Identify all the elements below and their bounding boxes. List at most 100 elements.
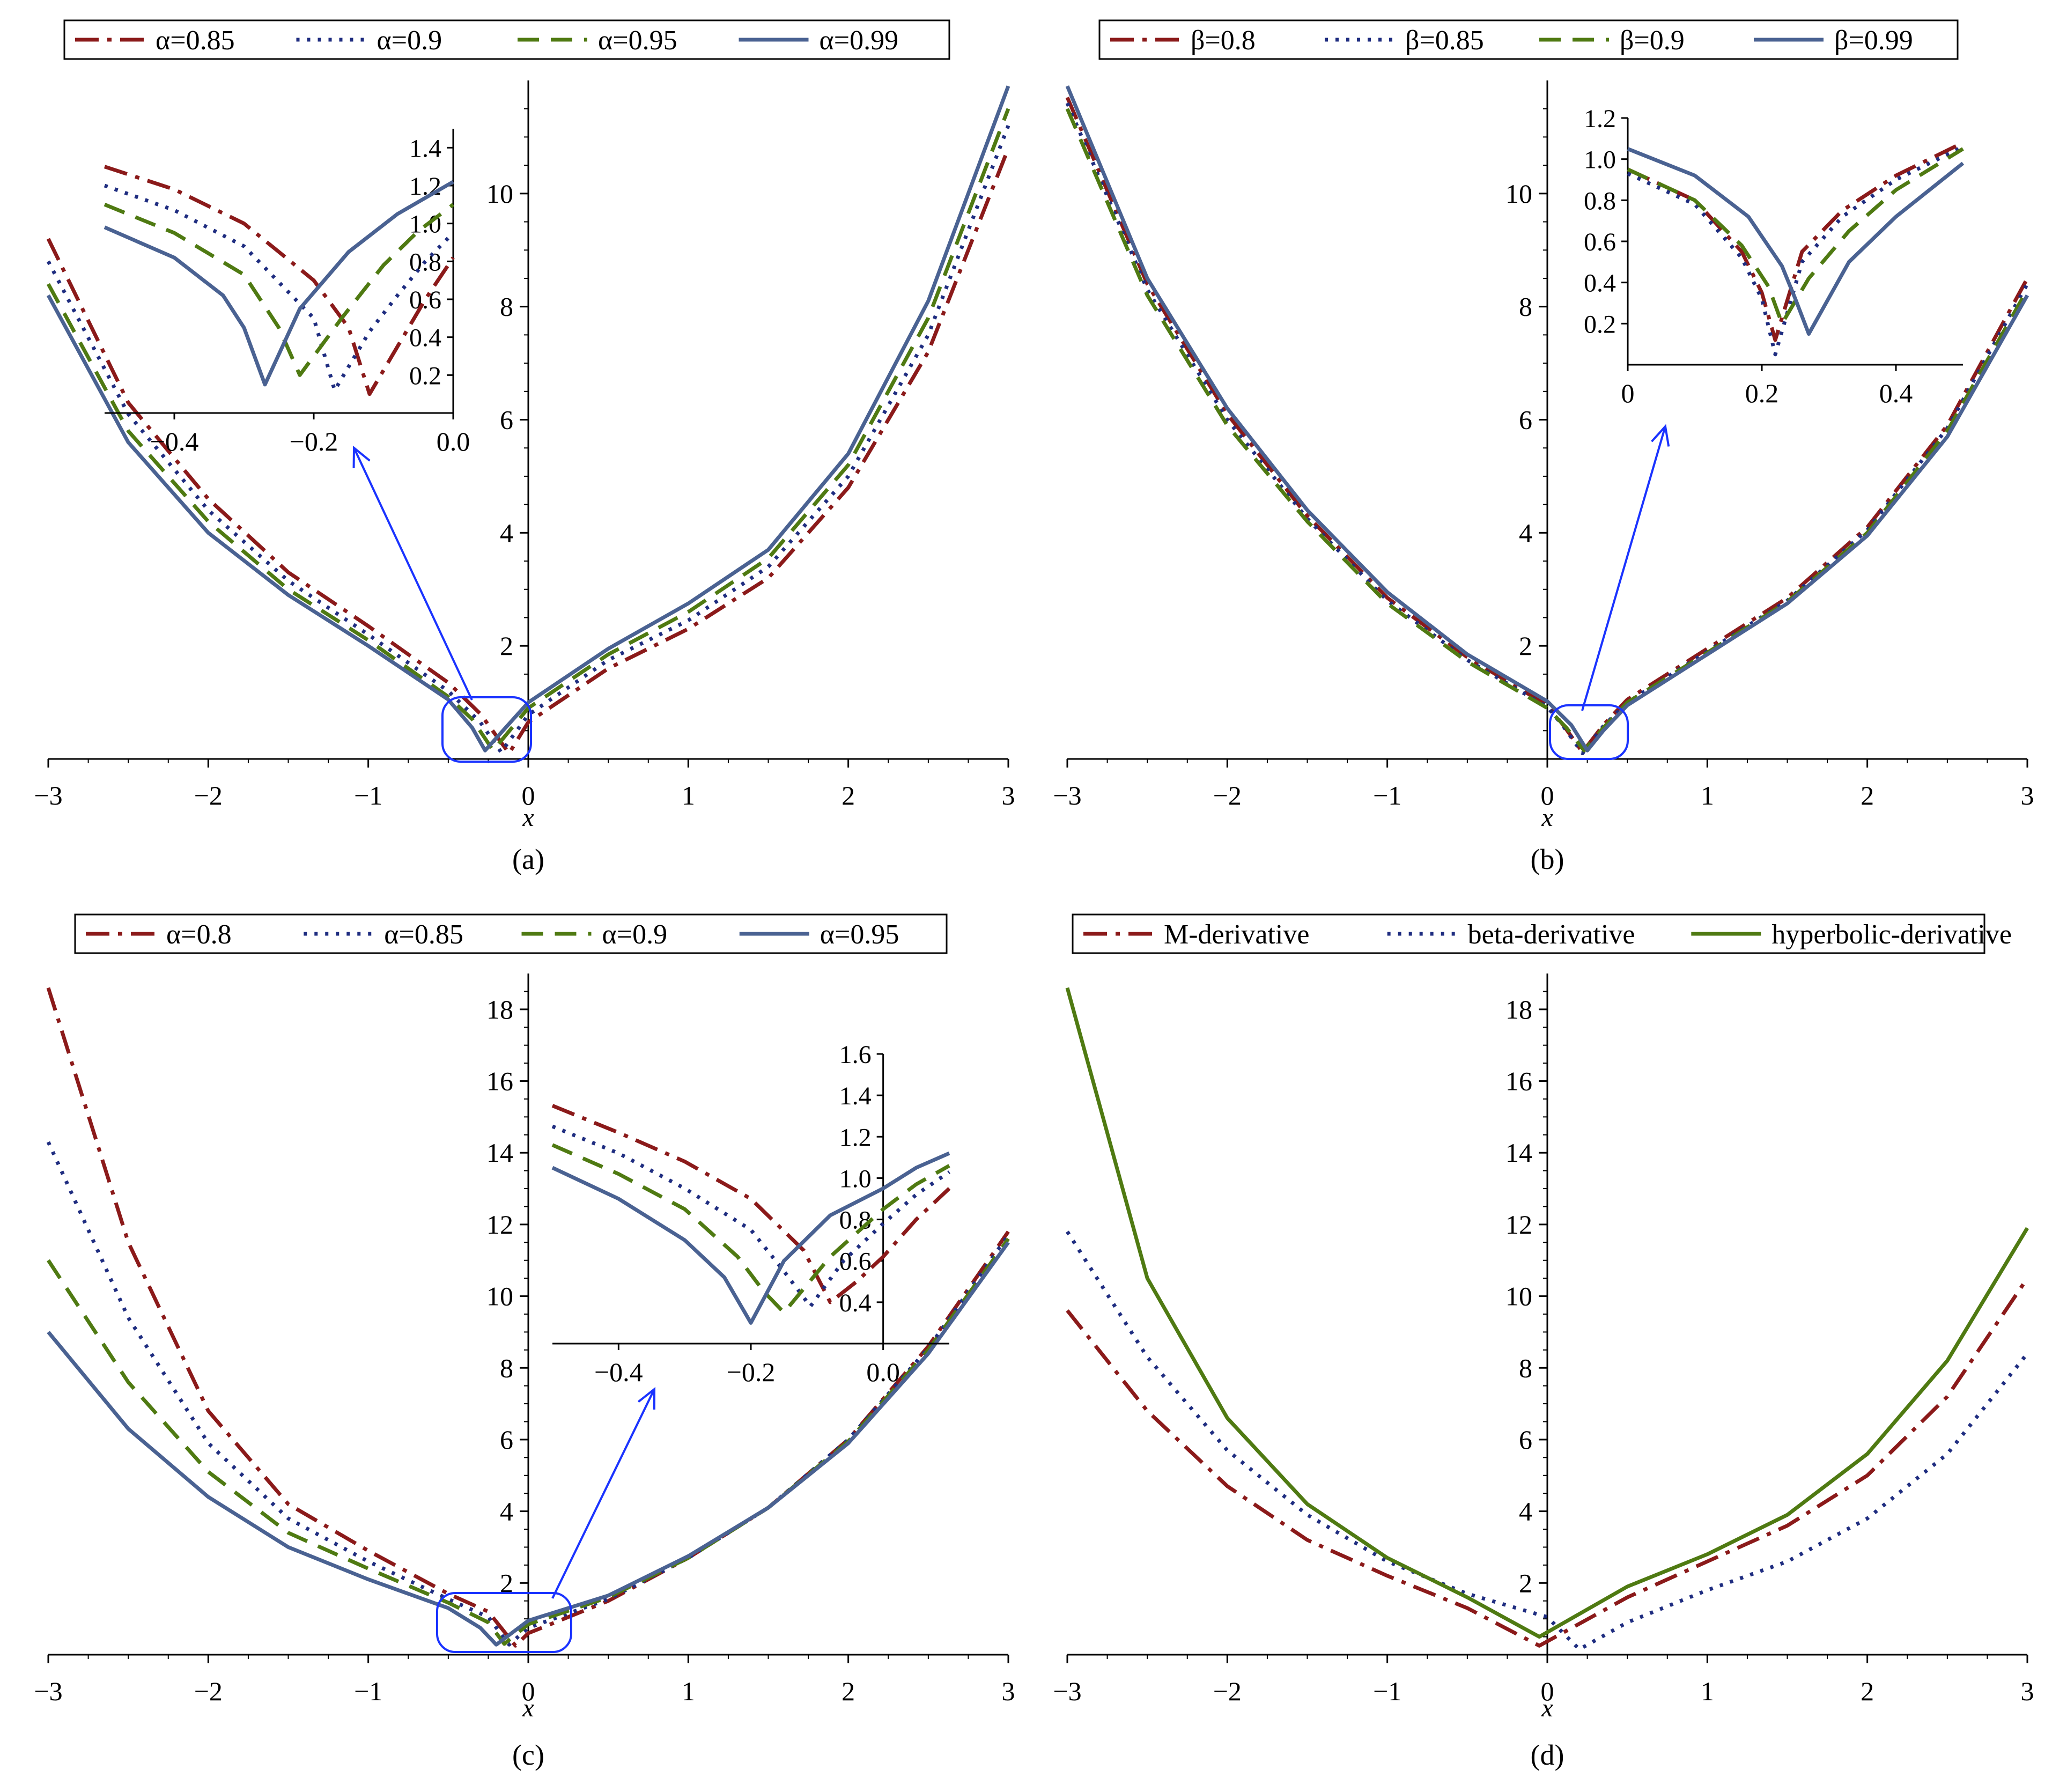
x-tick-label-b: 2 <box>1861 780 1874 810</box>
x-tick-label-d: −1 <box>1373 1676 1401 1706</box>
x-axis-label-a: x <box>522 803 534 832</box>
x-tick-label-d: −2 <box>1213 1676 1242 1706</box>
y-tick-label-a: 6 <box>500 405 513 435</box>
x-tick-label-b: −2 <box>1213 780 1242 810</box>
x-tick-label-c: 0 <box>522 1676 535 1706</box>
x-tick-label-a: 2 <box>842 780 855 810</box>
y-tick-label-d: 6 <box>1519 1425 1532 1455</box>
legend-label-a-2: α=0.95 <box>598 25 677 56</box>
x-tick-label-a: 0 <box>522 780 535 810</box>
inset-y-tick-label-b: 0.4 <box>1584 269 1616 298</box>
series-line-a-1 <box>46 125 1010 754</box>
y-tick-label-d: 2 <box>1519 1568 1532 1598</box>
y-tick-label-b: 6 <box>1519 405 1532 435</box>
x-axis-label-d: x <box>1541 1694 1553 1722</box>
x-tick-label-a: −2 <box>194 780 223 810</box>
inset-y-tick-label-b: 1.0 <box>1584 146 1616 174</box>
x-tick-label-b: 1 <box>1701 780 1714 810</box>
series-line-c-3 <box>47 1241 1010 1647</box>
y-tick-label-b: 2 <box>1519 631 1532 661</box>
inset-series-line-b-1 <box>1627 145 1964 357</box>
inset-x-tick-label-a: −0.2 <box>290 426 338 456</box>
inset-y-tick-label-a: 0.2 <box>409 362 441 390</box>
y-tick-label-d: 14 <box>1505 1138 1532 1168</box>
x-tick-label-a: −3 <box>34 780 62 810</box>
y-tick-label-c: 6 <box>500 1425 513 1455</box>
inset-x-tick-label-a: −0.4 <box>150 426 199 456</box>
y-tick-label-b: 8 <box>1519 292 1532 322</box>
zoom-region-box-a <box>441 696 532 763</box>
x-tick-label-d: −3 <box>1053 1676 1081 1706</box>
x-tick-label-c: 2 <box>842 1676 855 1706</box>
zoom-arrow-b <box>1581 426 1666 711</box>
x-tick-label-d: 1 <box>1701 1676 1714 1706</box>
inset-y-tick-label-c: 1.4 <box>839 1082 872 1110</box>
inset-series-line-c-3 <box>551 1151 950 1325</box>
y-tick-label-b: 4 <box>1519 518 1532 548</box>
inset-y-tick-label-b: 0.2 <box>1584 310 1616 338</box>
inset-x-tick-label-c: 0.0 <box>866 1357 900 1387</box>
inset-y-tick-label-c: 0.8 <box>839 1206 872 1235</box>
x-tick-label-d: 2 <box>1861 1676 1874 1706</box>
y-tick-label-d: 16 <box>1505 1066 1532 1096</box>
panel-caption-b: (b) <box>1531 843 1564 875</box>
y-tick-label-a: 4 <box>500 518 513 548</box>
legend-label-b-1: β=0.85 <box>1405 25 1484 56</box>
y-tick-label-d: 18 <box>1505 994 1532 1024</box>
legend-label-a-3: α=0.99 <box>820 25 899 56</box>
inset-series-line-b-0 <box>1627 141 1964 342</box>
series-line-a-0 <box>46 148 1010 755</box>
x-tick-label-b: −3 <box>1053 780 1081 810</box>
inset-x-tick-label-a: 0.0 <box>437 426 470 456</box>
y-tick-label-b: 10 <box>1505 179 1532 209</box>
x-tick-label-a: 3 <box>1002 780 1015 810</box>
inset-x-tick-label-c: −0.2 <box>727 1357 776 1387</box>
x-tick-label-d: 0 <box>1541 1676 1554 1706</box>
x-axis-label-b: x <box>1541 803 1553 832</box>
x-tick-label-b: 3 <box>2021 780 2034 810</box>
legend-label-b-0: β=0.8 <box>1191 25 1256 56</box>
x-tick-label-a: −1 <box>354 780 382 810</box>
y-tick-label-c: 12 <box>486 1210 513 1240</box>
series-line-a-2 <box>46 108 1010 753</box>
y-tick-label-a: 2 <box>500 631 513 661</box>
inset-series-line-c-0 <box>551 1104 951 1304</box>
y-tick-label-a: 10 <box>486 179 513 209</box>
legend-label-c-3: α=0.95 <box>820 919 899 950</box>
inset-series-line-a-0 <box>104 165 455 396</box>
series-line-d-0 <box>1066 1277 2029 1648</box>
inset-y-tick-label-c: 1.2 <box>839 1123 872 1152</box>
legend-label-c-2: α=0.9 <box>602 919 668 950</box>
x-tick-label-c: −1 <box>354 1676 382 1706</box>
y-tick-label-c: 8 <box>500 1353 513 1383</box>
legend-label-d-0: M-derivative <box>1164 919 1309 950</box>
inset-y-tick-label-b: 0.8 <box>1584 187 1616 215</box>
zoom-arrowhead-a <box>352 445 371 469</box>
inset-series-line-b-2 <box>1627 147 1964 326</box>
inset-y-tick-label-c: 1.0 <box>839 1164 872 1193</box>
inset-y-tick-label-a: 1.4 <box>409 134 441 163</box>
series-line-b-3 <box>1065 85 2029 753</box>
inset-series-line-b-3 <box>1627 147 1965 336</box>
zoom-region-box-c <box>436 1592 572 1653</box>
y-tick-label-d: 8 <box>1519 1353 1532 1383</box>
inset-x-tick-label-b: 0.4 <box>1879 378 1913 408</box>
inset-x-tick-label-c: −0.4 <box>594 1357 643 1387</box>
x-tick-label-c: 3 <box>1002 1676 1015 1706</box>
inset-y-tick-label-c: 0.4 <box>839 1289 872 1317</box>
legend-label-d-1: beta-derivative <box>1468 919 1635 950</box>
x-tick-label-c: −2 <box>194 1676 223 1706</box>
panel-caption-c: (c) <box>512 1739 544 1771</box>
zoom-arrowhead-c <box>637 1387 656 1410</box>
inset-series-line-c-2 <box>551 1143 950 1315</box>
panel-caption-d: (d) <box>1531 1739 1564 1771</box>
legend-label-c-1: α=0.85 <box>384 919 463 950</box>
y-tick-label-c: 16 <box>486 1066 513 1096</box>
series-line-d-2 <box>1065 987 2029 1639</box>
inset-y-tick-label-b: 1.2 <box>1584 105 1616 133</box>
y-tick-label-a: 8 <box>500 292 513 322</box>
inset-series-line-a-2 <box>104 203 455 377</box>
x-tick-label-b: 0 <box>1541 780 1554 810</box>
x-tick-label-c: 1 <box>682 1676 695 1706</box>
